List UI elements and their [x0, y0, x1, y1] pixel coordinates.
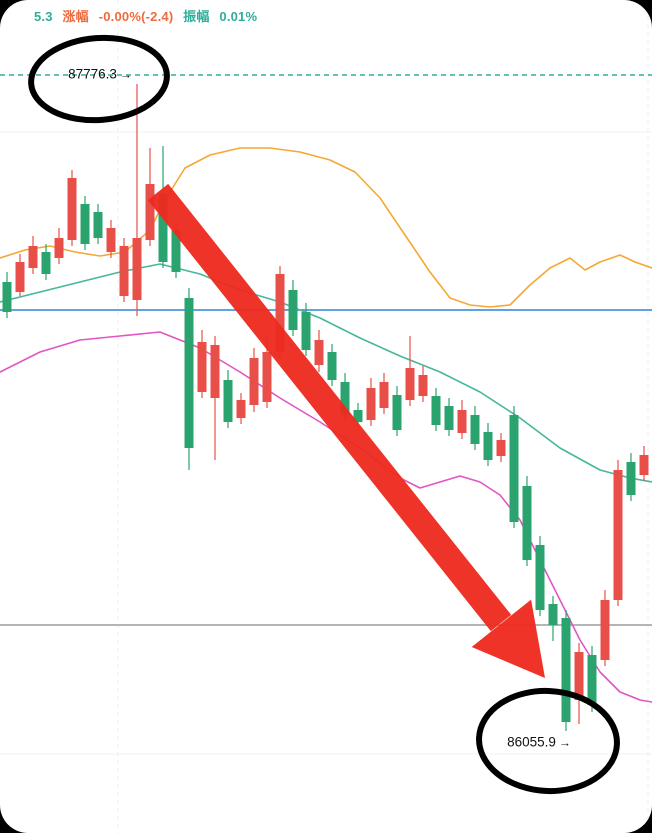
candle-body: [639, 455, 649, 475]
price-partial: 5.3: [34, 9, 53, 24]
change-label: 涨幅: [62, 9, 89, 24]
band-line-middle: [0, 263, 652, 483]
candle-body: [327, 352, 337, 380]
candle-body: [288, 290, 298, 330]
amplitude-value: 0.01%: [219, 9, 258, 24]
candle-body: [67, 178, 77, 240]
candle-body: [171, 230, 181, 272]
amplitude-label: 振幅: [183, 9, 210, 24]
candle-body: [301, 312, 311, 350]
candle-body: [249, 358, 259, 405]
candle-body: [574, 652, 584, 700]
candle-body: [587, 655, 597, 705]
candle-body: [483, 432, 493, 460]
candle-body: [93, 212, 103, 238]
candle-body: [431, 396, 441, 425]
candle-body: [353, 410, 363, 422]
high-price-value: 87776.3: [68, 66, 117, 82]
candle-body: [2, 282, 12, 312]
candle-body: [392, 395, 402, 430]
candle-body: [340, 382, 350, 415]
candle-body: [522, 486, 532, 560]
band-line-lower: [0, 331, 652, 703]
candle-body: [405, 368, 415, 400]
candle-body: [457, 410, 467, 433]
candle-body: [210, 345, 220, 398]
high-price-label: 87776.3 →: [68, 67, 132, 82]
candle-body: [54, 238, 64, 258]
candle-body: [158, 194, 168, 262]
candle-body: [197, 342, 207, 392]
candle-body: [41, 252, 51, 274]
candle-body: [470, 415, 480, 444]
quote-info-bar: 5.3 涨幅 -0.00%(-2.4) 振幅 0.01%: [34, 6, 263, 25]
candle-body: [366, 388, 376, 420]
candle-body: [106, 228, 116, 252]
downtrend-arrow-head: [471, 599, 545, 678]
candle-body: [626, 462, 636, 495]
candle-body: [379, 382, 389, 408]
candle-body: [600, 600, 610, 660]
candle-body: [236, 400, 246, 418]
candle-body: [119, 246, 129, 296]
downtrend-arrow-shaft: [147, 183, 512, 632]
low-price-value: 86055.9: [507, 734, 556, 750]
circle-annotation: [476, 687, 620, 795]
candle-body: [132, 238, 142, 300]
low-price-label: 86055.9 →: [507, 735, 571, 750]
candle-body: [184, 298, 194, 448]
candle-body: [223, 380, 233, 422]
right-arrow-icon: →: [558, 735, 571, 750]
circle-annotation: [28, 34, 170, 124]
candle-body: [444, 406, 454, 430]
candle-body: [418, 375, 428, 396]
candle-body: [496, 440, 506, 456]
candle-body: [28, 246, 38, 268]
candle-body: [314, 340, 324, 365]
change-value: -0.00%(-2.4): [98, 9, 174, 24]
candle-body: [15, 262, 25, 292]
candle-body: [80, 204, 90, 244]
candle-body: [613, 470, 623, 600]
candle-body: [535, 545, 545, 610]
candle-body: [145, 184, 155, 240]
right-arrow-icon: →: [119, 67, 132, 82]
candle-body: [561, 618, 571, 722]
candle-body: [275, 274, 285, 352]
candle-body: [548, 604, 558, 625]
candle-body: [262, 352, 272, 402]
candle-body: [509, 415, 519, 522]
